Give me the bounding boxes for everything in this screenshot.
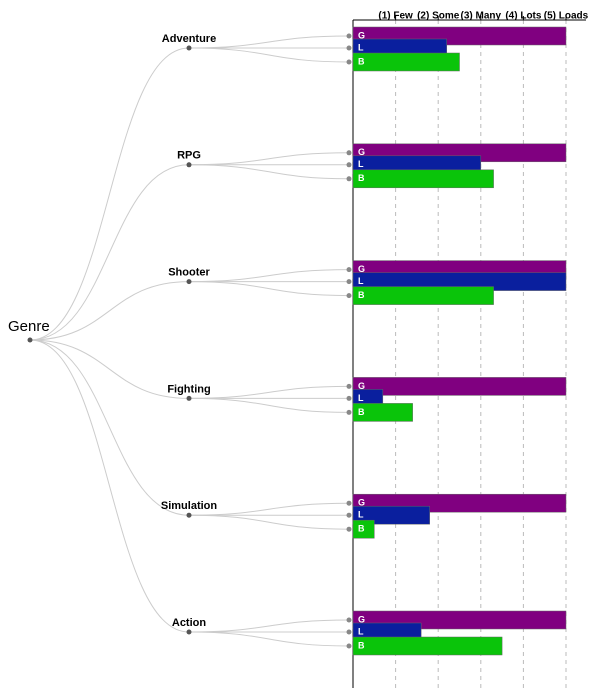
bar-label: G — [358, 264, 365, 274]
root-label: Genre — [8, 318, 50, 335]
leaf-node — [346, 629, 352, 635]
leaf-node — [346, 267, 352, 273]
bar — [352, 52, 460, 72]
leaf-node — [346, 500, 352, 506]
bar-label: G — [358, 30, 365, 40]
tree-link — [29, 339, 190, 516]
tree-link — [188, 269, 350, 283]
leaf-node — [346, 409, 352, 415]
bar-label: B — [358, 173, 365, 183]
leaf-node — [346, 150, 352, 156]
leaf-node — [346, 383, 352, 389]
bar — [352, 505, 430, 525]
x-tick-label: (3) Many — [461, 11, 502, 22]
x-tick-label: (2) Some — [417, 11, 460, 22]
tree-link — [188, 397, 350, 413]
tree-link — [188, 47, 350, 63]
category-label: Fighting — [167, 383, 210, 395]
category-node — [186, 162, 192, 168]
category-node — [186, 279, 192, 285]
leaf-node — [346, 293, 352, 299]
bar-label: B — [358, 407, 365, 417]
tree-link — [188, 281, 350, 297]
leaf-node — [346, 617, 352, 623]
x-tick-label: (5) Loads — [544, 11, 589, 22]
x-tick-label: (1) Few — [378, 11, 413, 22]
bar-label: G — [358, 147, 365, 157]
bar — [352, 286, 494, 305]
tree-link — [29, 339, 190, 399]
tree-link — [188, 619, 350, 633]
tree-link — [29, 339, 190, 633]
category-label: Simulation — [161, 500, 218, 512]
bar-label: G — [358, 498, 365, 508]
leaf-node — [346, 512, 352, 518]
tree-link — [188, 385, 350, 399]
tree-link — [29, 164, 190, 341]
tree-link — [29, 281, 190, 341]
leaf-node — [346, 176, 352, 182]
leaf-node — [346, 279, 352, 285]
bar — [352, 636, 503, 656]
bar-label: L — [358, 276, 364, 286]
bar — [352, 403, 413, 422]
leaf-node — [346, 33, 352, 39]
tree-link — [188, 152, 350, 166]
tree-link — [29, 47, 190, 341]
tree-link — [188, 514, 350, 530]
bar-label: L — [358, 159, 364, 169]
category-node — [186, 629, 192, 635]
root-node — [27, 337, 33, 343]
category-node — [186, 45, 192, 51]
category-node — [186, 512, 192, 518]
category-label: Adventure — [162, 33, 216, 45]
leaf-node — [346, 395, 352, 401]
tree-link — [188, 502, 350, 516]
leaf-node — [346, 643, 352, 649]
x-tick-label: (4) Lots — [505, 11, 542, 22]
bar-label: L — [358, 42, 364, 52]
category-label: RPG — [177, 150, 201, 162]
bar-label: L — [358, 510, 364, 520]
leaf-node — [346, 162, 352, 168]
leaf-node — [346, 45, 352, 51]
category-node — [186, 395, 192, 401]
bar — [352, 519, 375, 539]
tree-link — [188, 631, 350, 647]
bar-label: B — [358, 640, 365, 650]
bar — [352, 169, 494, 189]
bar-label: B — [358, 524, 365, 534]
bar — [352, 377, 567, 396]
leaf-node — [346, 526, 352, 532]
bar-label: L — [358, 626, 364, 636]
tree-link — [188, 35, 350, 49]
bar-label: B — [358, 56, 365, 66]
bar-label: G — [358, 381, 365, 391]
leaf-node — [346, 59, 352, 65]
category-label: Action — [172, 617, 207, 629]
bar-label: B — [358, 290, 365, 300]
category-label: Shooter — [168, 267, 210, 279]
tree-link — [188, 164, 350, 180]
bar-label: G — [358, 614, 365, 624]
bar-label: L — [358, 393, 364, 403]
